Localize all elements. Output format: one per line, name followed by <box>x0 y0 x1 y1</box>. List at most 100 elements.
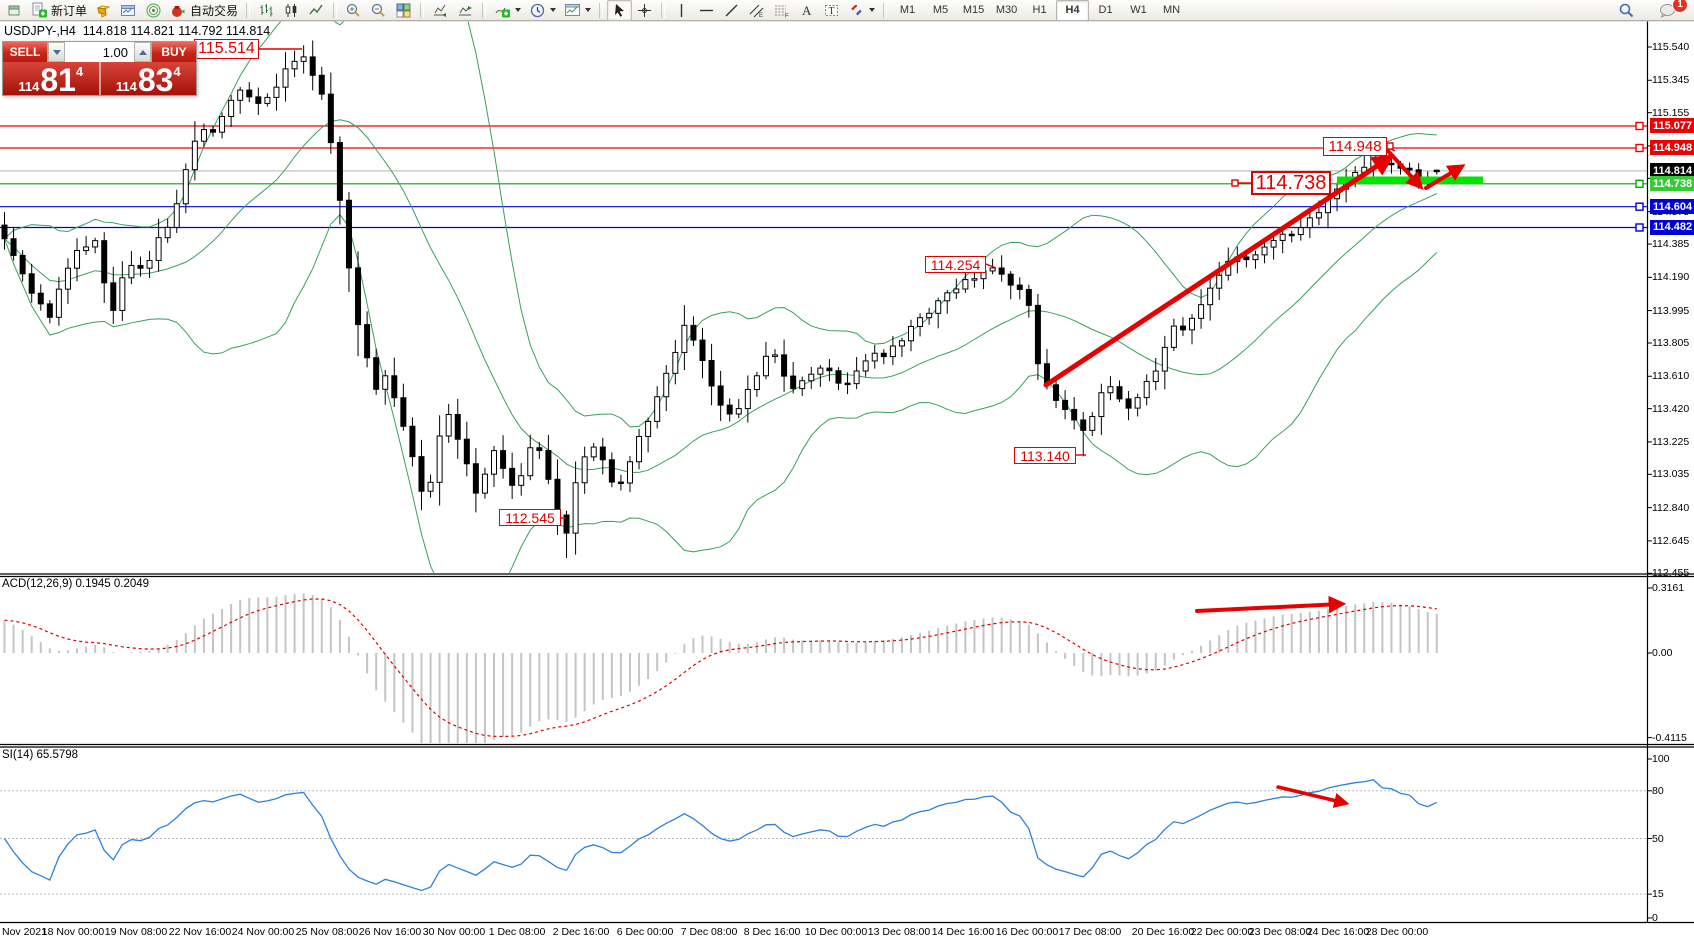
indicators-icon <box>494 2 511 19</box>
bid-prefix: 114 <box>18 79 40 94</box>
cursor-tool-button[interactable] <box>607 0 633 21</box>
text-label-icon: T <box>823 2 840 19</box>
bid-price-button[interactable]: 114 81 4 <box>3 62 99 98</box>
macd-indicator-label: ACD(12,26,9) 0.1945 0.2049 <box>2 578 150 590</box>
auto-trading-label: 自动交易 <box>190 3 239 18</box>
notifications-button[interactable]: 1 <box>1655 0 1688 21</box>
toolbar-separator <box>333 2 338 18</box>
volume-decrease-button[interactable] <box>48 42 65 62</box>
new-order-icon <box>31 2 48 19</box>
timeframe-h4-button[interactable]: H4 <box>1056 0 1090 21</box>
quotes-board-button[interactable] <box>91 0 116 21</box>
timeframe-d1-button[interactable]: D1 <box>1098 4 1113 16</box>
bars-icon <box>258 2 275 19</box>
crosshair-icon <box>636 2 653 19</box>
arrows-icon <box>848 2 865 19</box>
fibonacci-tool-button[interactable]: F <box>769 0 794 21</box>
zoom-out-icon <box>370 2 387 19</box>
svg-text:E: E <box>759 13 763 19</box>
autotrading-icon <box>170 2 187 19</box>
tile-windows-icon <box>395 2 412 19</box>
timeframe-m1-button[interactable]: M1 <box>899 4 916 16</box>
ask-prefix: 114 <box>115 79 137 94</box>
radar-icon <box>145 2 162 19</box>
price-divider <box>98 62 101 95</box>
tile-windows-button[interactable] <box>391 0 416 21</box>
triangle-up-icon <box>138 49 147 55</box>
bid-big-digits: 81 <box>40 62 76 98</box>
line-chart-mode-button[interactable] <box>304 0 329 21</box>
signals-button[interactable] <box>141 0 166 21</box>
timeframe-m15-button[interactable]: M15 <box>962 4 985 16</box>
timeframe-w1-button[interactable]: W1 <box>1130 4 1147 16</box>
candles-chart-mode-button[interactable] <box>279 0 304 21</box>
toolbar: 新订单 自动交易 <box>0 0 1694 21</box>
auto-scroll-button[interactable] <box>428 0 453 21</box>
window-icon <box>6 2 23 19</box>
timeframe-h1-button[interactable]: H1 <box>1032 4 1047 16</box>
trendline-tool-button[interactable] <box>719 0 744 21</box>
timeframe-mn-button[interactable]: MN <box>1162 4 1181 16</box>
one-click-trading-panel: SELL 1.00 BUY 114 81 4 114 83 4 <box>2 41 197 96</box>
zoom-in-button[interactable] <box>341 0 366 21</box>
trendline-icon <box>723 2 740 19</box>
horizontal-line-tool-button[interactable] <box>694 0 719 21</box>
yellow-box-icon <box>95 2 112 19</box>
clock-icon <box>529 2 546 19</box>
toolbar-separator <box>661 2 666 18</box>
chart-shift-button[interactable] <box>453 0 478 21</box>
toolbar-separator <box>599 2 604 18</box>
toolbar-separator <box>482 2 487 18</box>
search-button[interactable] <box>1614 0 1639 21</box>
crosshair-tool-button[interactable] <box>632 0 657 21</box>
chat-icon <box>1659 2 1676 19</box>
chevron-down-icon <box>515 8 522 12</box>
market-button[interactable] <box>116 0 141 21</box>
arrows-tool-button[interactable] <box>844 0 879 21</box>
auto-scroll-icon <box>432 2 449 19</box>
volume-increase-button[interactable] <box>134 42 151 62</box>
linechart-icon <box>308 2 325 19</box>
zoom-out-button[interactable] <box>366 0 391 21</box>
volume-input[interactable]: 1.00 <box>102 44 128 60</box>
channel-tool-button[interactable]: E <box>744 0 769 21</box>
bar-chart-mode-button[interactable] <box>254 0 279 21</box>
templates-button[interactable] <box>560 0 595 21</box>
ask-pip-digit: 4 <box>173 64 181 79</box>
toolbar-separator <box>883 2 888 18</box>
text-label-tool-button[interactable]: T <box>819 0 844 21</box>
ask-price-button[interactable]: 114 83 4 <box>101 62 197 98</box>
fibonacci-icon: F <box>773 2 790 19</box>
text-tool-button[interactable]: A <box>794 0 819 21</box>
sell-button[interactable]: SELL <box>3 42 47 62</box>
equidistant-channel-icon: E <box>748 2 765 19</box>
templates-icon <box>564 2 581 19</box>
ask-big-digits: 83 <box>137 62 174 98</box>
auto-trading-button[interactable]: 自动交易 <box>166 0 242 21</box>
timeframe-m5-button[interactable]: M5 <box>932 4 949 16</box>
chevron-down-icon <box>869 8 876 12</box>
buy-button[interactable]: BUY <box>152 42 196 62</box>
periods-button[interactable] <box>525 0 560 21</box>
vertical-line-icon <box>673 2 690 19</box>
toolbar-separator <box>246 2 251 18</box>
vertical-line-tool-button[interactable] <box>669 0 694 21</box>
svg-text:T: T <box>829 6 835 17</box>
chart-quote-line: USDJPY-,H4 114.818 114.821 114.792 114.8… <box>4 24 271 38</box>
new-order-label: 新订单 <box>51 3 88 18</box>
timeframe-m30-button[interactable]: M30 <box>995 4 1018 16</box>
search-icon <box>1618 2 1635 19</box>
chevron-down-icon <box>550 8 557 12</box>
text-icon: A <box>798 2 815 19</box>
window-menu-button[interactable] <box>2 0 27 21</box>
new-order-button[interactable]: 新订单 <box>27 0 91 21</box>
chart-shift-icon <box>457 2 474 19</box>
indicators-button[interactable] <box>490 0 525 21</box>
blue-window-icon <box>120 2 137 19</box>
candles-icon <box>283 2 300 19</box>
chevron-down-icon <box>585 8 592 12</box>
zoom-in-icon <box>345 2 362 19</box>
notification-badge: 1 <box>1672 0 1688 13</box>
